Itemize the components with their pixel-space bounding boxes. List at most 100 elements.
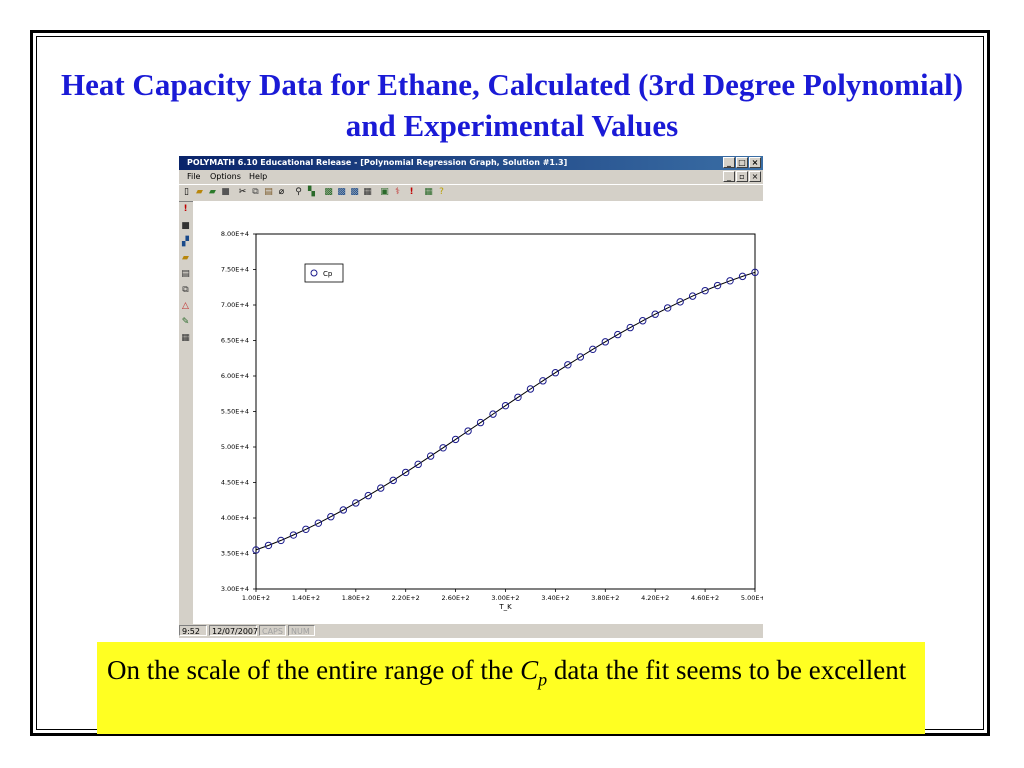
x-tick-label: 1.40E+2 — [292, 594, 320, 602]
y-tick-label: 3.00E+4 — [221, 585, 249, 593]
data-point — [327, 513, 335, 521]
print-icon[interactable]: ▤ — [181, 269, 190, 279]
data-point — [277, 536, 285, 545]
data-point — [464, 427, 472, 435]
minimize-button[interactable]: _ — [723, 157, 735, 168]
eraser-icon[interactable]: ⌀ — [278, 187, 285, 197]
y-tick-label: 6.50E+4 — [221, 337, 249, 345]
maximize-button[interactable]: □ — [736, 157, 748, 168]
data-point — [713, 281, 722, 290]
y-tick-label: 5.00E+4 — [221, 443, 249, 451]
grid-icon[interactable]: ▦ — [363, 187, 372, 197]
data-point — [377, 484, 385, 492]
data-point — [626, 323, 634, 332]
fit-line-group — [255, 271, 756, 551]
data-point — [489, 410, 497, 418]
slide-outer-frame — [30, 30, 990, 736]
y-tick-label: 4.50E+4 — [221, 479, 249, 487]
data-point — [751, 268, 759, 277]
window-titlebar[interactable]: POLYMATH 6.10 Educational Release - [Pol… — [179, 156, 763, 170]
y-tick-label: 4.00E+4 — [221, 514, 249, 522]
close-button[interactable]: × — [749, 157, 761, 168]
caption-subscript: p — [538, 669, 548, 690]
help-icon[interactable]: ? — [439, 187, 444, 197]
data-point — [314, 519, 323, 527]
x-tick-label: 3.40E+2 — [541, 594, 569, 602]
paste-icon[interactable]: ▤ — [264, 187, 273, 197]
x-tick-label: 1.80E+2 — [342, 594, 370, 602]
data-point — [264, 541, 273, 550]
copy-graph-icon[interactable]: ⧉ — [182, 285, 189, 295]
window-title: POLYMATH 6.10 Educational Release - [Pol… — [187, 158, 568, 167]
data-point — [676, 298, 684, 306]
cut-icon[interactable]: ✂ — [238, 187, 247, 197]
data-point — [289, 531, 298, 539]
legend-label: Cp — [323, 270, 333, 278]
plot-settings-icon[interactable]: △ — [182, 301, 189, 311]
status-time: 9:52 — [179, 625, 207, 636]
slide-title: Heat Capacity Data for Ethane, Calculate… — [60, 67, 964, 143]
run-icon[interactable]: ! — [183, 204, 188, 214]
chart-wizard-icon[interactable]: ▚ — [308, 187, 315, 197]
mdi-minimize-button[interactable]: _ — [723, 171, 735, 182]
export-icon[interactable]: ▞ — [182, 237, 189, 247]
data-point — [414, 460, 422, 469]
y-tick-label: 8.00E+4 — [221, 230, 249, 238]
data-table-icon[interactable]: ▦ — [181, 333, 190, 343]
data-point — [439, 444, 447, 452]
data-point — [302, 525, 310, 533]
data-point — [614, 330, 622, 339]
toolbar: ▯ ▰ ▰ ■ ✂ ⧉ ▤ ⌀ ⚲ ▚ ▩ ▩ ▩ ▦ ▣ ⚕ ! ▦ ? — [179, 184, 763, 202]
calculator-icon[interactable]: ▣ — [380, 187, 389, 197]
menu-help[interactable]: Help — [249, 172, 268, 181]
copy-icon[interactable]: ⧉ — [252, 187, 259, 197]
chart-legend: Cp — [304, 263, 344, 283]
data-point — [551, 369, 560, 377]
caption-text-start: On the scale of the entire range of the — [107, 655, 521, 685]
menu-options[interactable]: Options — [210, 172, 241, 181]
y-tick-label: 5.50E+4 — [221, 408, 249, 416]
open-graph-icon[interactable]: ▰ — [182, 253, 189, 263]
keypad-icon[interactable]: ▦ — [424, 187, 433, 197]
data-point — [476, 418, 485, 427]
data-point — [514, 393, 522, 402]
plot-frame — [255, 233, 756, 590]
data-point — [501, 401, 510, 410]
save-graph-icon[interactable]: ■ — [181, 221, 190, 231]
new-file-icon[interactable]: ▯ — [184, 187, 189, 197]
x-tick-label: 2.20E+2 — [392, 594, 420, 602]
x-tick-label: 3.80E+2 — [591, 594, 619, 602]
data-point — [726, 277, 734, 285]
wand-icon[interactable]: ⚕ — [395, 187, 400, 197]
side-toolbar: ! ■ ▞ ▰ ▤ ⧉ △ ✎ ▦ — [179, 201, 193, 621]
legend-box — [304, 263, 344, 283]
y-tick-label: 6.00E+4 — [221, 372, 249, 380]
mdi-close-button[interactable]: × — [749, 171, 761, 182]
window-controls: _ □ × — [723, 157, 761, 169]
mdi-restore-button[interactable]: ▫ — [736, 171, 748, 182]
chart-axes-group — [253, 233, 756, 592]
data-point — [426, 452, 435, 460]
status-caps: CAPS — [259, 625, 286, 636]
open-recent-icon[interactable]: ▰ — [209, 187, 216, 197]
save-icon[interactable]: ■ — [221, 187, 230, 197]
data-point — [539, 377, 547, 385]
solve-icon[interactable]: ! — [409, 187, 414, 197]
menu-file[interactable]: File — [187, 172, 201, 181]
data-point — [352, 499, 360, 507]
brush-icon[interactable]: ✎ — [181, 317, 190, 327]
find-icon[interactable]: ⚲ — [295, 187, 302, 197]
data-point — [252, 546, 260, 554]
table-icon[interactable]: ▩ — [337, 187, 346, 197]
data-point — [364, 491, 372, 500]
polymath-window: POLYMATH 6.10 Educational Release - [Pol… — [179, 156, 763, 638]
open-folder-icon[interactable]: ▰ — [196, 187, 203, 197]
status-num: NUM — [288, 625, 315, 636]
report-icon[interactable]: ▩ — [350, 187, 359, 197]
data-points-group — [252, 268, 759, 554]
regression-chart: 1.00E+2 1.40E+2 1.80E+2 2.20E+2 2.60E+2 3.00E… — [221, 230, 763, 611]
data-point — [589, 345, 597, 354]
y-tick-labels-group: 3.00E+4 3.50E+4 4.00E+4 4.50E+4 5.00E+4 5.50E… — [221, 230, 249, 593]
graph-icon[interactable]: ▩ — [324, 187, 333, 197]
y-tick-label: 3.50E+4 — [221, 550, 249, 558]
